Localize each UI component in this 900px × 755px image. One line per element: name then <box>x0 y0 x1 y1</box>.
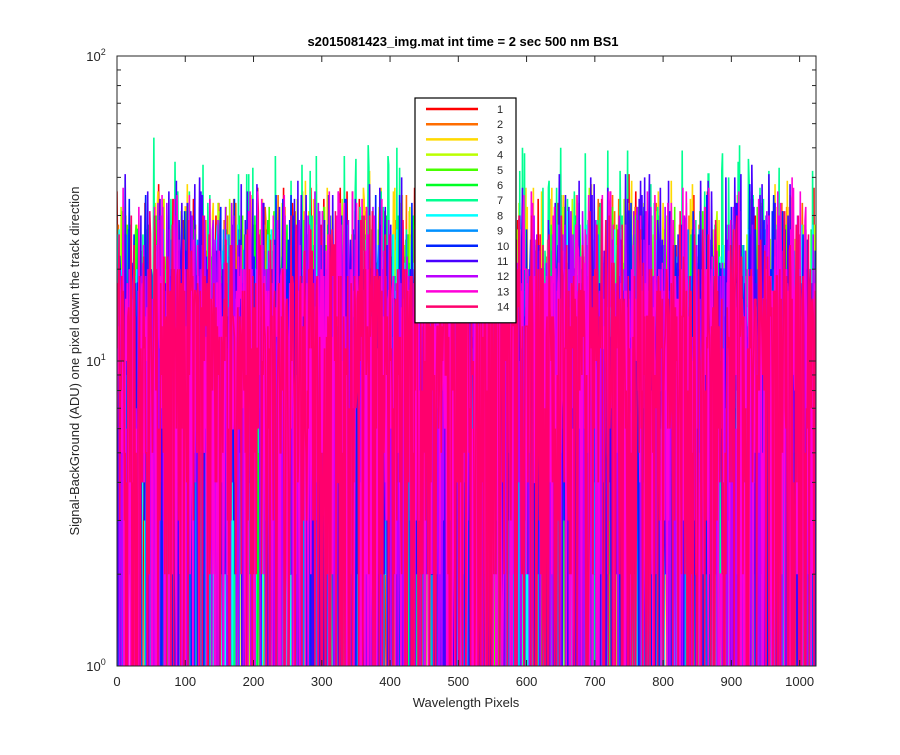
y-tick-label: 102 <box>86 47 105 64</box>
x-tick-label: 300 <box>311 674 333 689</box>
legend-label-10: 10 <box>497 241 509 253</box>
x-tick-label: 900 <box>721 674 743 689</box>
x-tick-label: 100 <box>174 674 196 689</box>
x-tick-label: 400 <box>379 674 401 689</box>
legend-label-1: 1 <box>497 104 503 116</box>
legend-label-12: 12 <box>497 271 509 283</box>
legend-label-14: 14 <box>497 302 509 314</box>
x-tick-label: 0 <box>113 674 120 689</box>
legend-box <box>414 97 517 324</box>
x-axis-label: Wavelength Pixels <box>413 695 520 710</box>
legend-label-13: 13 <box>497 286 509 298</box>
legend-label-3: 3 <box>497 134 503 146</box>
y-tick-label: 101 <box>86 352 105 369</box>
y-axis-label: Signal-BackGround (ADU) one pixel down t… <box>67 186 82 535</box>
x-tick-label: 600 <box>516 674 538 689</box>
legend-label-7: 7 <box>497 195 503 207</box>
legend-label-11: 11 <box>497 256 508 268</box>
legend-label-2: 2 <box>497 119 503 131</box>
legend-label-4: 4 <box>497 150 503 162</box>
x-tick-label: 1000 <box>785 674 814 689</box>
series-line-14 <box>117 198 816 666</box>
x-tick-label: 200 <box>243 674 265 689</box>
legend-label-6: 6 <box>497 180 503 192</box>
chart-title: s2015081423_img.mat int time = 2 sec 500… <box>307 34 618 49</box>
x-tick-label: 700 <box>584 674 606 689</box>
legend-label-9: 9 <box>497 226 503 238</box>
x-tick-label: 800 <box>652 674 674 689</box>
legend-label-8: 8 <box>497 210 503 222</box>
x-tick-label: 500 <box>447 674 469 689</box>
axes-layer: 0 100 200 300 400 500 600 700 800 900 100010010110… <box>86 47 817 689</box>
legend-label-5: 5 <box>497 165 503 177</box>
y-tick-label: 100 <box>86 657 105 674</box>
